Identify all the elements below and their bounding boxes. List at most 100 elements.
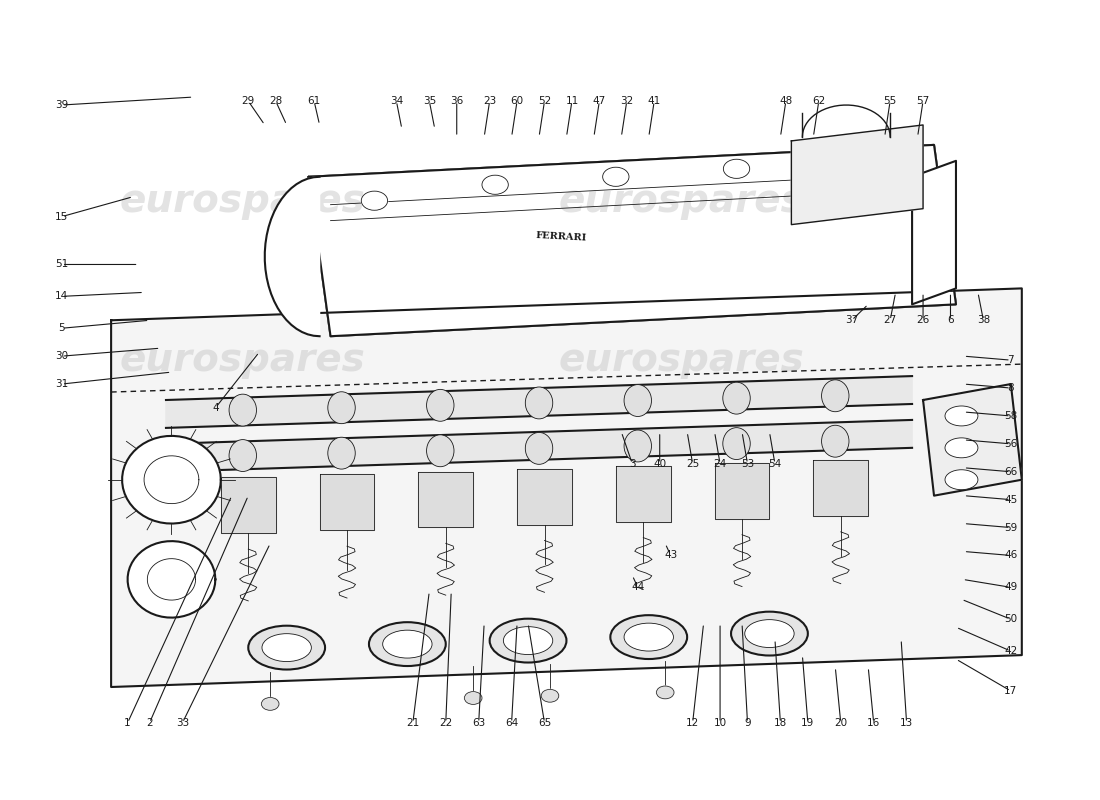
Text: 24: 24	[714, 458, 727, 469]
Text: 26: 26	[916, 315, 930, 326]
Text: 38: 38	[977, 315, 990, 326]
Ellipse shape	[383, 630, 432, 658]
Text: 29: 29	[242, 96, 255, 106]
Circle shape	[361, 191, 387, 210]
Text: FERRARI: FERRARI	[536, 230, 586, 242]
Polygon shape	[418, 471, 473, 527]
Polygon shape	[616, 466, 671, 522]
Polygon shape	[265, 177, 320, 336]
Text: 19: 19	[801, 718, 814, 728]
Text: 3: 3	[629, 458, 636, 469]
Text: 48: 48	[779, 96, 792, 106]
Text: 8: 8	[1008, 383, 1014, 393]
Text: 35: 35	[422, 96, 436, 106]
Polygon shape	[166, 376, 912, 428]
Text: 55: 55	[883, 96, 896, 106]
Text: 17: 17	[1004, 686, 1018, 696]
Text: 42: 42	[1004, 646, 1018, 656]
Ellipse shape	[610, 615, 688, 659]
Text: eurospares: eurospares	[120, 182, 365, 220]
Text: 56: 56	[1004, 439, 1018, 449]
Text: eurospares: eurospares	[559, 182, 804, 220]
Text: 59: 59	[1004, 522, 1018, 533]
Circle shape	[724, 159, 750, 178]
Text: 6: 6	[947, 315, 954, 326]
Text: 60: 60	[510, 96, 524, 106]
Text: 40: 40	[653, 458, 667, 469]
Ellipse shape	[427, 390, 454, 422]
Polygon shape	[320, 474, 374, 530]
Text: 1: 1	[124, 718, 131, 728]
Text: 14: 14	[55, 291, 68, 302]
Text: 25: 25	[686, 458, 700, 469]
Ellipse shape	[945, 470, 978, 490]
Text: 47: 47	[593, 96, 606, 106]
Text: 36: 36	[450, 96, 463, 106]
Text: 23: 23	[483, 96, 496, 106]
Ellipse shape	[328, 392, 355, 424]
Text: 41: 41	[648, 96, 661, 106]
Ellipse shape	[229, 394, 256, 426]
Ellipse shape	[526, 387, 552, 419]
Ellipse shape	[745, 620, 794, 647]
Polygon shape	[309, 145, 956, 336]
Circle shape	[603, 167, 629, 186]
Polygon shape	[122, 436, 221, 523]
Text: eurospares: eurospares	[120, 341, 365, 379]
Ellipse shape	[945, 438, 978, 458]
Text: 9: 9	[745, 718, 751, 728]
Polygon shape	[715, 463, 769, 518]
Polygon shape	[791, 125, 923, 225]
Text: 27: 27	[883, 315, 896, 326]
Circle shape	[541, 690, 559, 702]
Polygon shape	[221, 478, 276, 533]
Polygon shape	[111, 288, 1022, 687]
Polygon shape	[912, 161, 956, 304]
Text: 4: 4	[212, 403, 219, 413]
Text: 11: 11	[565, 96, 579, 106]
Circle shape	[657, 686, 674, 698]
Text: 58: 58	[1004, 411, 1018, 421]
Text: 31: 31	[55, 379, 68, 389]
Text: 61: 61	[308, 96, 321, 106]
Text: 33: 33	[176, 718, 189, 728]
Text: 52: 52	[538, 96, 551, 106]
Text: 65: 65	[538, 718, 551, 728]
Text: 39: 39	[55, 100, 68, 110]
Text: 57: 57	[916, 96, 930, 106]
Text: eurospares: eurospares	[559, 341, 804, 379]
Ellipse shape	[229, 439, 256, 471]
Text: 7: 7	[1008, 355, 1014, 365]
Ellipse shape	[723, 428, 750, 459]
Polygon shape	[923, 384, 1022, 496]
Text: 45: 45	[1004, 494, 1018, 505]
Text: 2: 2	[146, 718, 153, 728]
Polygon shape	[813, 460, 868, 516]
Text: 20: 20	[834, 718, 847, 728]
Ellipse shape	[723, 382, 750, 414]
Circle shape	[844, 151, 870, 170]
Ellipse shape	[624, 385, 651, 417]
Text: 49: 49	[1004, 582, 1018, 592]
Text: 13: 13	[900, 718, 913, 728]
Circle shape	[262, 698, 279, 710]
Ellipse shape	[262, 634, 311, 662]
Text: 12: 12	[686, 718, 700, 728]
Text: 37: 37	[845, 315, 858, 326]
Text: 21: 21	[406, 718, 419, 728]
Text: 53: 53	[741, 458, 755, 469]
Text: 50: 50	[1004, 614, 1018, 624]
Ellipse shape	[624, 430, 651, 462]
Text: 28: 28	[270, 96, 283, 106]
Text: 64: 64	[505, 718, 518, 728]
Polygon shape	[166, 420, 912, 472]
Polygon shape	[517, 469, 572, 525]
Circle shape	[482, 175, 508, 194]
Text: 54: 54	[768, 458, 782, 469]
Text: 18: 18	[773, 718, 786, 728]
Circle shape	[464, 692, 482, 704]
Ellipse shape	[368, 622, 446, 666]
Text: 15: 15	[55, 212, 68, 222]
Ellipse shape	[490, 618, 566, 662]
Text: 32: 32	[620, 96, 634, 106]
